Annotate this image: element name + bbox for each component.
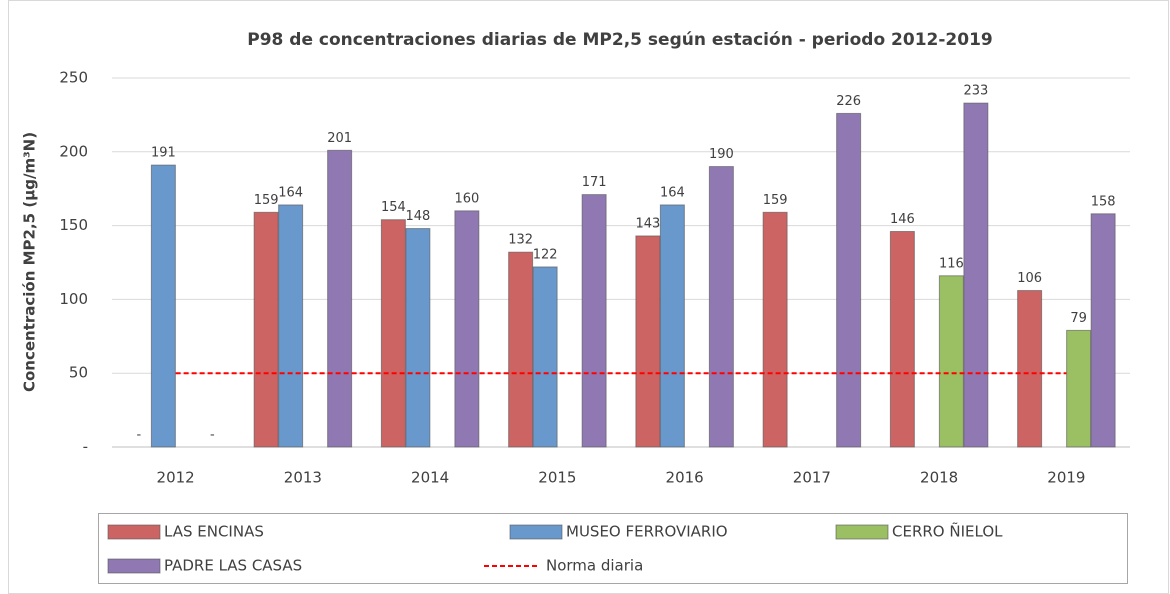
data-label: 164 <box>278 185 303 200</box>
data-label: 159 <box>254 193 279 208</box>
bar <box>405 228 431 448</box>
data-label: 191 <box>151 146 176 161</box>
x-tick-label: 2016 <box>666 469 704 487</box>
legend-label: CERRO ÑIELOL <box>892 522 1003 541</box>
bar <box>327 149 353 448</box>
x-tick-label: 2018 <box>920 469 958 487</box>
chart-title: P98 de concentraciones diarias de MP2,5 … <box>247 30 992 50</box>
bar <box>659 204 685 448</box>
data-label: 143 <box>635 216 660 231</box>
y-tick-label: 50 <box>69 364 88 382</box>
bar <box>380 219 406 448</box>
x-tick-label: 2017 <box>793 469 831 487</box>
data-label: 154 <box>381 200 406 215</box>
bar <box>762 211 788 448</box>
data-label: - <box>137 428 142 443</box>
y-tick-label: 100 <box>59 290 88 308</box>
data-label: 171 <box>582 175 607 190</box>
data-label: 158 <box>1091 194 1116 209</box>
data-label: 146 <box>890 212 915 227</box>
bar <box>278 204 304 448</box>
bar <box>454 210 480 448</box>
legend-swatch <box>107 524 161 540</box>
bar <box>532 266 558 448</box>
data-label: 116 <box>939 256 964 271</box>
data-label: 148 <box>405 209 430 224</box>
data-label: 159 <box>763 193 788 208</box>
bar <box>836 112 862 448</box>
data-label: 79 <box>1070 311 1087 326</box>
bar <box>150 164 176 448</box>
data-label: 233 <box>963 84 988 99</box>
legend-box <box>98 513 1128 584</box>
bar <box>1066 329 1092 448</box>
data-label: 226 <box>836 94 861 109</box>
data-label: 201 <box>327 131 352 146</box>
x-tick-label: 2012 <box>157 469 195 487</box>
y-tick-label: 200 <box>59 142 88 160</box>
y-tick-label: 150 <box>59 216 88 234</box>
bar <box>635 235 661 448</box>
legend-label: Norma diaria <box>546 557 643 575</box>
data-label: 160 <box>454 191 479 206</box>
x-tick-label: 2013 <box>284 469 322 487</box>
bar <box>963 102 989 448</box>
data-label: 132 <box>508 233 533 248</box>
y-tick-label: 250 <box>59 69 88 87</box>
bar <box>253 211 279 448</box>
bar <box>581 194 607 448</box>
bar <box>1017 290 1043 448</box>
x-tick-label: 2015 <box>538 469 576 487</box>
legend-label: MUSEO FERROVIARIO <box>566 523 728 541</box>
legend-swatch <box>835 524 889 540</box>
bar <box>889 231 915 448</box>
data-label: - <box>210 428 215 443</box>
x-tick-label: 2014 <box>411 469 449 487</box>
data-label: 164 <box>660 185 685 200</box>
data-label: 106 <box>1017 271 1042 286</box>
x-tick-label: 2019 <box>1047 469 1085 487</box>
bar <box>708 166 734 448</box>
legend-label: PADRE LAS CASAS <box>164 557 302 575</box>
bar <box>1090 213 1116 448</box>
data-label: 190 <box>709 147 734 162</box>
data-label: 122 <box>533 247 558 262</box>
bar <box>938 275 964 448</box>
legend-swatch <box>107 558 161 574</box>
legend-swatch <box>509 524 563 540</box>
bar <box>508 251 534 448</box>
legend-label: LAS ENCINAS <box>164 523 264 541</box>
y-axis-label: Concentración MP2,5 (µg/m³N) <box>21 132 39 392</box>
y-tick-label: - <box>83 438 88 456</box>
